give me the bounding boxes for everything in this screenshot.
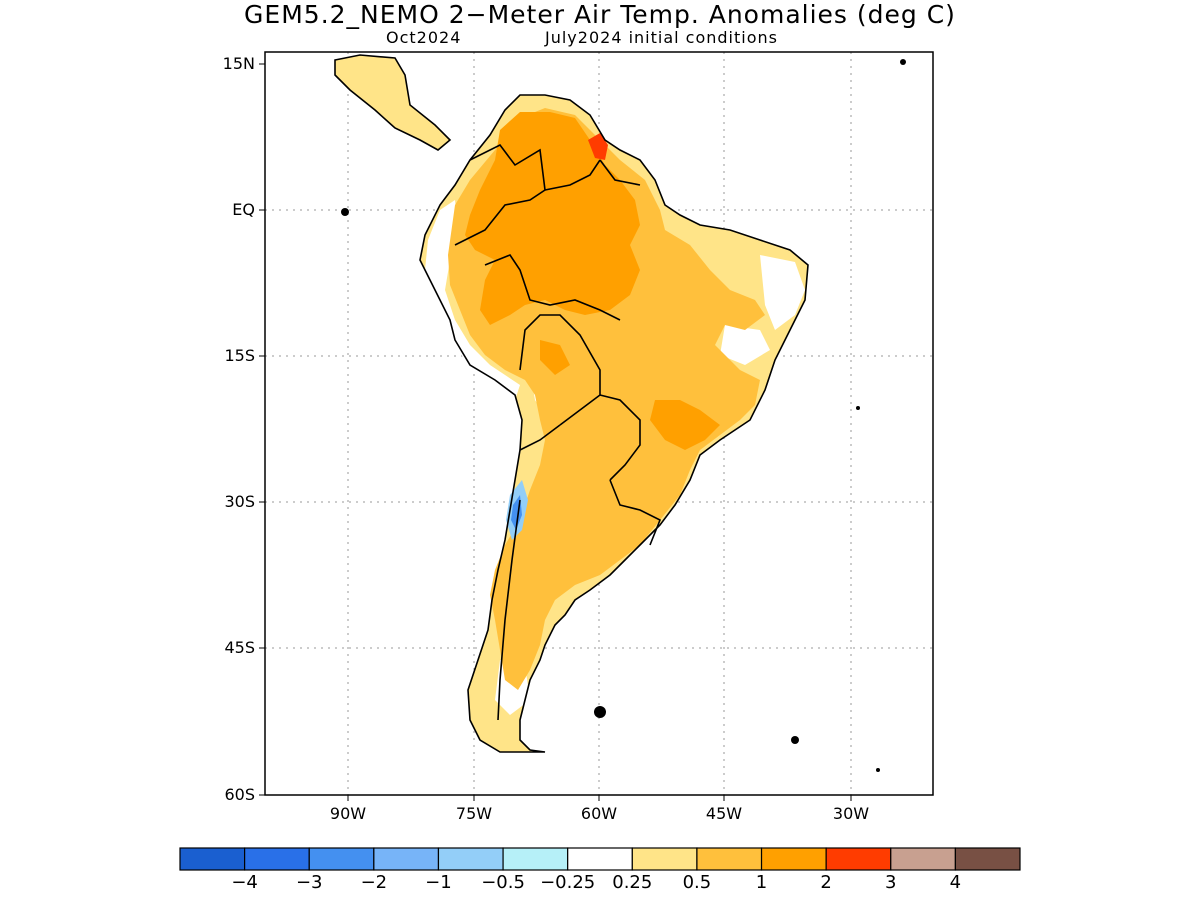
lon-label-60w: 60W [581,804,617,823]
colorbar-label: 3 [885,872,897,893]
lon-label-75w: 75W [456,804,492,823]
colorbar-label: 1 [755,872,768,893]
lon-label-45w: 45W [706,804,742,823]
colorbar-label: −1 [425,872,452,893]
colorbar-swatch [890,847,956,871]
colorbar-swatch [631,847,698,871]
colorbar-swatch [567,847,633,871]
colorbar-swatch [954,847,1021,871]
initial-conditions: July2024 initial conditions [545,28,778,47]
islands [341,59,906,772]
colorbar-swatch [179,847,246,871]
colorbar [179,847,1021,871]
lon-label-90w: 90W [330,804,366,823]
anomaly-1-2-region [650,400,720,450]
borders [334,54,809,753]
lon-label-30w: 30W [833,804,869,823]
colorbar-label: −3 [295,872,323,893]
colorbar-swatch [308,847,375,871]
lat-label-30s: 30S [224,492,255,511]
lat-label-15n: 15N [223,54,255,73]
colorbar-swatch [696,847,763,871]
anomaly-1-2-region [540,340,570,375]
lat-label-15s: 15S [224,346,255,365]
near-zero-region [760,255,805,330]
map-title: GEM5.2_NEMO 2−Meter Air Temp. Anomalies … [244,0,956,29]
forecast-month: Oct2024 [386,28,462,47]
colorbar-swatch [373,847,440,871]
axis-ticks [259,63,852,801]
colorbar-label: −4 [231,872,258,893]
colorbar-label: −2 [360,872,388,893]
colorbar-label: 4 [949,872,962,893]
colorbar-swatch [244,847,310,871]
colorbar-label: 0.25 [612,872,653,893]
colorbar-swatch [502,847,569,871]
central-america-landmass [335,55,450,150]
colorbar-label: −0.5 [481,872,525,893]
colorbar-label: −0.25 [540,872,596,893]
colorbar-label: 0.5 [682,872,712,893]
colorbar-swatch [760,847,827,871]
colorbar-swatch [437,847,504,871]
near-zero-region [720,325,770,365]
lat-label-60s: 60S [224,785,255,804]
colorbar-swatch [825,847,892,871]
lat-label-eq: EQ [232,200,255,219]
lat-label-45s: 45S [224,638,255,657]
colorbar-label: 2 [820,872,832,893]
anomaly-2-3-region [588,133,608,160]
